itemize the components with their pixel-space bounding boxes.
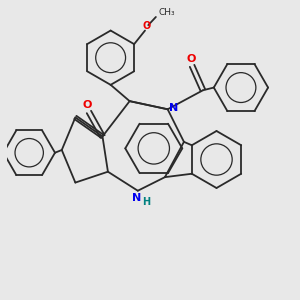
Text: H: H [142,197,150,207]
Text: CH₃: CH₃ [159,8,175,17]
Text: N: N [132,193,141,203]
Text: O: O [186,54,195,64]
Text: O: O [83,100,92,110]
Text: O: O [142,22,151,32]
Text: N: N [169,103,178,113]
